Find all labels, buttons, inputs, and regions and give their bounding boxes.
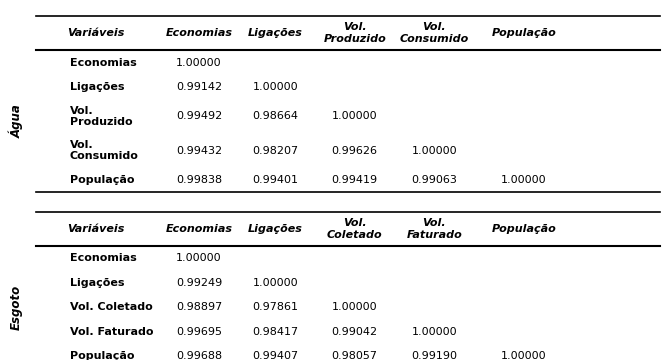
Text: 0.99419: 0.99419 (332, 175, 378, 185)
Text: Ligações: Ligações (70, 82, 124, 92)
Text: Vol. Coletado: Vol. Coletado (70, 302, 152, 312)
Text: 0.99249: 0.99249 (176, 278, 222, 288)
Text: 1.00000: 1.00000 (332, 112, 377, 121)
Text: Vol.
Faturado: Vol. Faturado (406, 218, 462, 240)
Text: 1.00000: 1.00000 (501, 351, 546, 360)
Text: 0.97861: 0.97861 (252, 302, 298, 312)
Text: Variáveis: Variáveis (68, 28, 125, 38)
Text: 0.99401: 0.99401 (252, 175, 298, 185)
Text: 1.00000: 1.00000 (412, 146, 457, 156)
Text: Vol.
Produzido: Vol. Produzido (70, 106, 132, 127)
Text: 0.99190: 0.99190 (411, 351, 457, 360)
Text: Ligações: Ligações (248, 224, 302, 234)
Text: 0.99063: 0.99063 (411, 175, 457, 185)
Text: 1.00000: 1.00000 (412, 327, 457, 337)
Text: Vol.
Consumido: Vol. Consumido (70, 140, 139, 161)
Text: 0.99432: 0.99432 (176, 146, 222, 156)
Text: 0.99626: 0.99626 (332, 146, 378, 156)
Text: 0.99688: 0.99688 (176, 351, 222, 360)
Text: Ligações: Ligações (70, 278, 124, 288)
Text: Economias: Economias (70, 58, 137, 68)
Text: 0.99142: 0.99142 (176, 82, 222, 92)
Text: População: População (491, 28, 556, 38)
Text: 1.00000: 1.00000 (253, 278, 298, 288)
Text: 0.99492: 0.99492 (176, 112, 222, 121)
Text: 0.98057: 0.98057 (332, 351, 378, 360)
Text: Ligações: Ligações (248, 28, 302, 38)
Text: 1.00000: 1.00000 (176, 253, 221, 264)
Text: Economias: Economias (165, 28, 233, 38)
Text: 1.00000: 1.00000 (253, 82, 298, 92)
Text: Vol.
Consumido: Vol. Consumido (400, 22, 469, 44)
Text: 0.99695: 0.99695 (176, 327, 222, 337)
Text: 0.99042: 0.99042 (332, 327, 378, 337)
Text: 0.99407: 0.99407 (252, 351, 298, 360)
Text: 0.98897: 0.98897 (176, 302, 222, 312)
Text: Vol.
Coletado: Vol. Coletado (327, 218, 383, 240)
Text: Economias: Economias (70, 253, 137, 264)
Text: Variáveis: Variáveis (68, 224, 125, 234)
Text: Economias: Economias (165, 224, 233, 234)
Text: 1.00000: 1.00000 (176, 58, 221, 68)
Text: População: População (70, 175, 134, 185)
Text: Esgoto: Esgoto (10, 285, 23, 330)
Text: População: População (491, 224, 556, 234)
Text: População: População (70, 351, 134, 360)
Text: Vol.
Produzido: Vol. Produzido (324, 22, 386, 44)
Text: Vol. Faturado: Vol. Faturado (70, 327, 153, 337)
Text: 0.98207: 0.98207 (252, 146, 298, 156)
Text: 0.98664: 0.98664 (252, 112, 298, 121)
Text: Água: Água (9, 104, 24, 138)
Text: 0.98417: 0.98417 (252, 327, 298, 337)
Text: 1.00000: 1.00000 (501, 175, 546, 185)
Text: 0.99838: 0.99838 (176, 175, 222, 185)
Text: 1.00000: 1.00000 (332, 302, 377, 312)
